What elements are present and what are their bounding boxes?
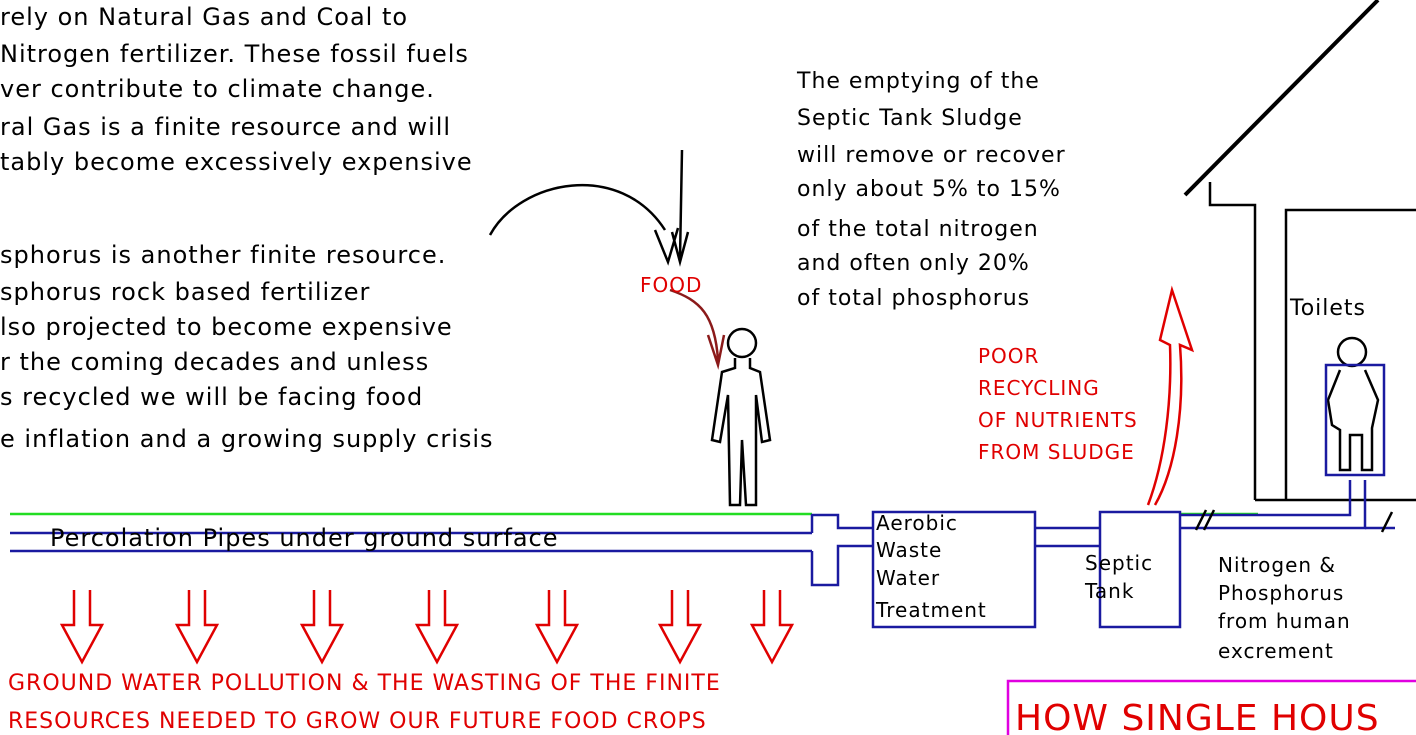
note-line: excrement bbox=[1218, 639, 1334, 663]
paragraph-line: s recycled we will be facing food bbox=[0, 383, 423, 411]
down-arrow bbox=[657, 590, 703, 665]
aerobic-tank bbox=[871, 510, 1037, 629]
red-up-arrow bbox=[1146, 285, 1195, 506]
septic-tank-box bbox=[1098, 510, 1182, 629]
down-arrow bbox=[174, 590, 220, 665]
arrow-curve bbox=[488, 183, 667, 236]
drawing bbox=[10, 0, 1416, 735]
paragraph-line: sphorus is another finite resource. bbox=[0, 241, 446, 269]
note-line: Septic Tank Sludge bbox=[797, 106, 1023, 131]
paragraph-line: e inflation and a growing supply crisis bbox=[0, 425, 494, 453]
person bbox=[710, 327, 772, 507]
seated-person bbox=[1324, 336, 1386, 477]
pipe bbox=[1180, 480, 1352, 517]
down-arrow bbox=[534, 590, 580, 665]
food-label: FOOD bbox=[640, 273, 702, 297]
arrow-head bbox=[653, 149, 690, 267]
banner-title: HOW SINGLE HOUS bbox=[1015, 698, 1380, 735]
warning-line: POOR bbox=[978, 344, 1039, 368]
pollution-line: GROUND WATER POLLUTION & THE WASTING OF … bbox=[8, 671, 721, 696]
food-arrow bbox=[669, 288, 726, 370]
note-line: Nitrogen & bbox=[1218, 553, 1336, 577]
toilet-room bbox=[1284, 208, 1416, 500]
roof bbox=[1183, 0, 1380, 197]
note-line: of the total nitrogen bbox=[797, 217, 1039, 242]
tank-label: Aerobic bbox=[876, 511, 958, 535]
note-line: only about 5% to 15% bbox=[797, 177, 1061, 202]
paragraph-line: tably become excessively expensive bbox=[0, 148, 473, 176]
paragraph-line: ver contribute to climate change. bbox=[0, 75, 435, 103]
tank-label: Septic bbox=[1085, 551, 1153, 575]
paragraph-line: r the coming decades and unless bbox=[0, 348, 429, 376]
warning-line: FROM SLUDGE bbox=[978, 440, 1135, 464]
paragraph-line: sphorus rock based fertilizer bbox=[0, 278, 370, 306]
down-arrow bbox=[749, 590, 795, 665]
pipe-label: Percolation Pipes under ground surface bbox=[50, 524, 558, 552]
note-line: and often only 20% bbox=[797, 251, 1030, 276]
paragraph-line: Nitrogen fertilizer. These fossil fuels bbox=[0, 40, 469, 68]
room-label: Toilets bbox=[1289, 296, 1366, 321]
warning-line: RECYCLING bbox=[978, 376, 1100, 400]
warning-line: OF NUTRIENTS bbox=[978, 408, 1138, 432]
tank-label: Waste bbox=[876, 538, 942, 562]
pipe bbox=[810, 513, 873, 533]
down-arrow bbox=[59, 590, 105, 665]
note-line: of total phosphorus bbox=[797, 286, 1030, 311]
down-arrows bbox=[59, 590, 795, 665]
tank-label: Treatment bbox=[875, 598, 987, 622]
paragraph-line: lso projected to become expensive bbox=[0, 313, 453, 341]
paragraph-line: ral Gas is a finite resource and will bbox=[0, 113, 451, 141]
texts: rely on Natural Gas and Coal to Nitrogen … bbox=[0, 3, 1380, 735]
note-line: The emptying of the bbox=[796, 69, 1040, 94]
down-arrow bbox=[414, 590, 460, 665]
break-marks bbox=[1194, 509, 1394, 533]
note-line: from human bbox=[1218, 609, 1351, 633]
note-line: will remove or recover bbox=[797, 143, 1066, 168]
tank-label: Water bbox=[876, 566, 940, 590]
down-arrow bbox=[299, 590, 345, 665]
note-line: Phosphorus bbox=[1218, 581, 1344, 605]
banner-box bbox=[1006, 679, 1416, 735]
house-wall bbox=[1208, 182, 1257, 500]
pipe bbox=[810, 544, 873, 587]
pollution-line: RESOURCES NEEDED TO GROW OUR FUTURE FOOD… bbox=[8, 709, 707, 734]
tank-label: Tank bbox=[1084, 579, 1134, 603]
paragraph-line: rely on Natural Gas and Coal to bbox=[0, 3, 408, 31]
